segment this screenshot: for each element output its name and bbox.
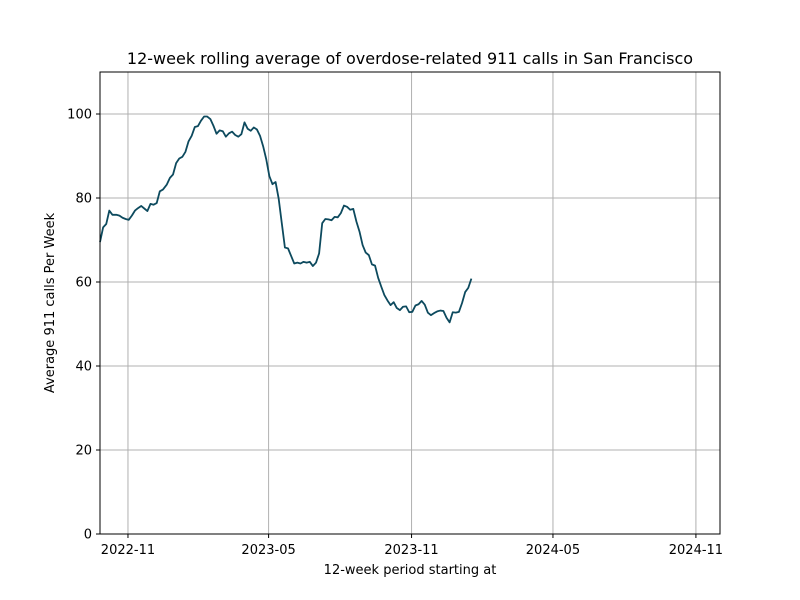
chart-title: 12-week rolling average of overdose-rela… [127,49,693,68]
grid-lines [100,72,720,535]
plot-area [99,115,473,324]
x-tick-label: 2023-05 [241,543,295,558]
x-axis: 2022-11 2023-05 2023-11 2024-05 2024-11 [101,534,723,558]
y-tick-label: 80 [75,192,92,207]
y-tick-label: 0 [84,528,92,543]
x-tick-label: 2023-11 [384,543,438,558]
plot-frame [99,71,721,535]
x-axis-label: 12-week period starting at [324,563,497,578]
series-line [99,115,473,324]
x-tick-label: 2024-05 [526,543,580,558]
y-tick-label: 40 [75,360,92,375]
y-axis: 0 20 40 60 80 100 [67,108,100,543]
y-axis-label: Average 911 calls Per Week [43,212,58,393]
y-tick-label: 100 [67,108,92,123]
y-tick-label: 20 [75,444,92,459]
y-tick-label: 60 [75,276,92,291]
x-tick-label: 2024-11 [669,543,723,558]
x-tick-label: 2022-11 [101,543,155,558]
